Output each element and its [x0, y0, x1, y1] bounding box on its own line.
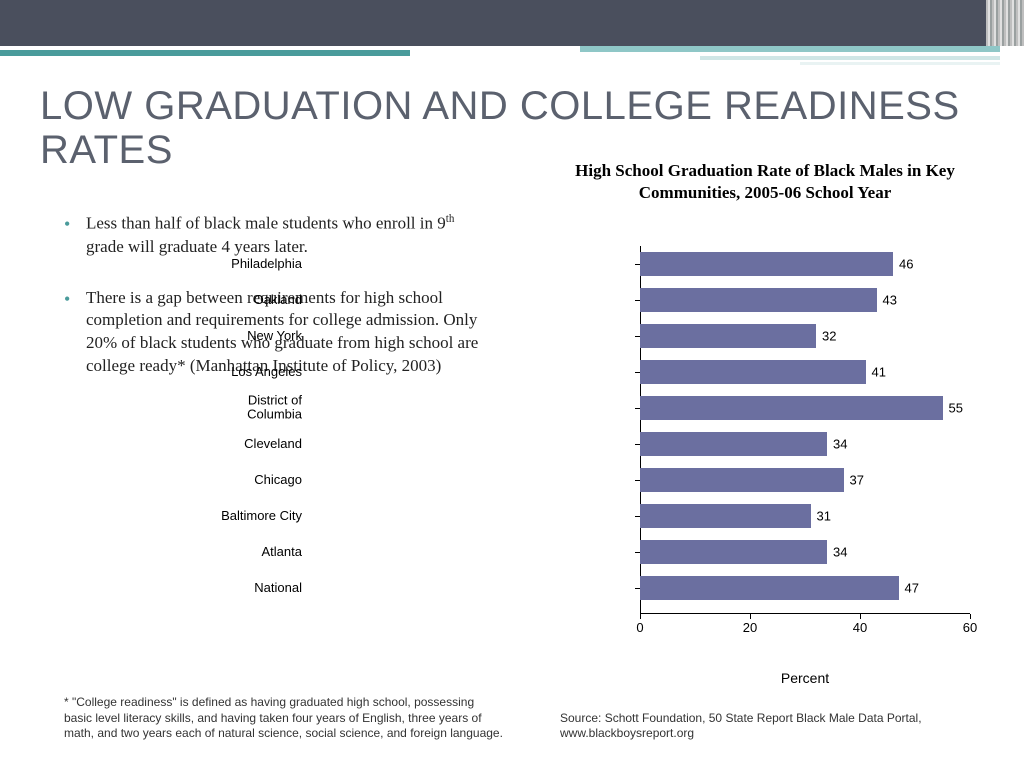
bar-category-label: Oakland [208, 293, 302, 307]
bar [640, 324, 816, 348]
bar-category-label: New York [208, 329, 302, 343]
x-tick: 40 [860, 614, 861, 636]
bar [640, 288, 877, 312]
accent-stripe-2 [580, 46, 1000, 52]
bar-value-label: 34 [833, 545, 847, 560]
bar [640, 432, 827, 456]
x-tick-label: 40 [853, 620, 867, 635]
x-tick: 20 [750, 614, 751, 636]
bar [640, 252, 893, 276]
bar [640, 504, 811, 528]
bar [640, 576, 899, 600]
accent-stripe-1 [0, 50, 410, 56]
bar-value-label: 37 [850, 473, 864, 488]
chart-title: High School Graduation Rate of Black Mal… [540, 160, 990, 204]
bar-value-label: 43 [883, 293, 897, 308]
bar-value-label: 32 [822, 329, 836, 344]
bar-category-label: Chicago [208, 473, 302, 487]
bar [640, 540, 827, 564]
bar-value-label: 55 [949, 401, 963, 416]
bar-value-label: 41 [872, 365, 886, 380]
bar-category-label: Baltimore City [208, 509, 302, 523]
bar-category-label: Cleveland [208, 437, 302, 451]
x-tick: 60 [970, 614, 971, 636]
bar-category-label: Los Angeles [208, 365, 302, 379]
slide-title: LOW GRADUATION AND COLLEGE READINESS RAT… [40, 84, 1024, 172]
bar [640, 396, 943, 420]
footnote: * "College readiness" is defined as havi… [64, 695, 504, 742]
x-tick-label: 0 [636, 620, 643, 635]
bar-category-label: National [208, 581, 302, 595]
bar-value-label: 47 [905, 581, 919, 596]
bar [640, 360, 866, 384]
bar-category-label: District of Columbia [208, 394, 302, 423]
chart-container: High School Graduation Rate of Black Mal… [540, 160, 990, 720]
bar-value-label: 31 [817, 509, 831, 524]
bullet-item: Less than half of black male students wh… [64, 212, 484, 259]
chart-source: Source: Schott Foundation, 50 State Repo… [560, 711, 1000, 742]
bar [640, 468, 844, 492]
accent-stripe-3 [700, 56, 1000, 60]
bar-value-label: 34 [833, 437, 847, 452]
x-tick-label: 60 [963, 620, 977, 635]
top-bar [0, 0, 1024, 46]
bar-value-label: 46 [899, 257, 913, 272]
x-tick: 0 [640, 614, 641, 636]
page-edge-decoration [986, 0, 1024, 46]
bar-category-label: Philadelphia [208, 257, 302, 271]
bar-category-label: Atlanta [208, 545, 302, 559]
accent-stripe-4 [800, 62, 1000, 65]
x-axis-label: Percent [640, 670, 970, 686]
chart-plot-area: Percent 0204060Philadelphia46Oakland43Ne… [640, 246, 970, 636]
x-axis [640, 613, 970, 614]
x-tick-label: 20 [743, 620, 757, 635]
